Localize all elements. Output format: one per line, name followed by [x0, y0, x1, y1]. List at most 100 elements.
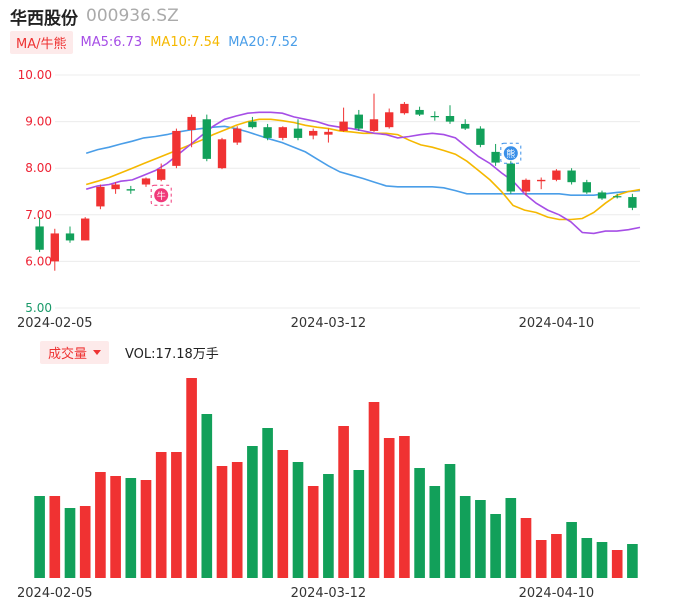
volume-bar — [353, 470, 365, 578]
candle-body — [400, 103, 409, 114]
volume-bar — [292, 462, 304, 578]
volume-bar — [338, 426, 349, 578]
volume-bar — [171, 452, 182, 578]
candle-body — [126, 189, 135, 191]
y-tick-label: 7.00 — [25, 208, 52, 222]
volume-bar — [505, 498, 517, 578]
volume-bar — [566, 522, 577, 578]
volume-bar — [429, 486, 441, 578]
ma-legend: MA/牛熊 MA5:6.73 MA10:7.54 MA20:7.52 — [10, 30, 298, 54]
y-tick-label: 8.00 — [25, 161, 52, 175]
candle-body — [537, 179, 546, 182]
volume-indicator-label: 成交量 — [48, 346, 88, 362]
candle-body — [141, 178, 151, 185]
x-tick-label: 2024-02-05 — [17, 316, 93, 331]
volume-bar — [459, 496, 471, 578]
volume-bar — [596, 542, 608, 578]
marker-frame — [150, 184, 172, 206]
volume-bar — [535, 540, 547, 578]
volume-bar — [307, 486, 319, 578]
candle-body — [597, 192, 607, 199]
candle-body — [476, 128, 485, 145]
volume-bar — [611, 550, 623, 578]
x-tick-label: 2024-04-10 — [519, 586, 595, 601]
volume-bar — [520, 518, 532, 578]
volume-bar — [140, 480, 152, 578]
volume-bar — [368, 402, 380, 578]
volume-bar — [95, 472, 106, 578]
y-tick-label: 5.00 — [25, 301, 52, 315]
candle-body — [233, 128, 242, 143]
candle-body — [521, 179, 531, 192]
volume-bar — [399, 436, 410, 578]
y-tick-label: 9.00 — [25, 115, 52, 129]
x-tick-label: 2024-03-12 — [291, 586, 367, 601]
volume-indicator-button[interactable]: 成交量 — [40, 340, 110, 364]
marker-label: 牛 — [157, 190, 166, 202]
candle-body — [309, 130, 318, 136]
header: 华西股份 000936.SZ — [10, 4, 179, 29]
volume-bar — [125, 478, 137, 578]
volume-bar — [34, 496, 45, 578]
candle-body — [552, 170, 561, 180]
candle-body — [506, 163, 515, 192]
volume-bar — [277, 450, 289, 578]
candle-body — [187, 116, 196, 130]
candle-body — [172, 130, 181, 166]
candle-body — [217, 139, 227, 169]
candle-body — [248, 121, 257, 128]
volume-bar — [490, 514, 501, 578]
ma10-label: MA10:7.54 — [150, 34, 221, 50]
candle-body — [65, 233, 75, 241]
candle-body — [445, 116, 455, 122]
volume-bar — [201, 414, 213, 578]
volume-bar — [551, 534, 562, 578]
ma5-label: MA5:6.73 — [80, 34, 143, 50]
marker-dot — [154, 188, 169, 203]
bull-signal-marker: 牛 — [150, 184, 172, 206]
y-tick-label: 10.00 — [18, 68, 52, 82]
candle-body — [324, 131, 333, 135]
y-tick-label: 6.00 — [25, 254, 52, 268]
candle-body — [582, 182, 591, 193]
x-tick-label: 2024-04-10 — [519, 316, 595, 331]
volume-bar — [323, 474, 334, 578]
candle-body — [430, 116, 439, 118]
candle-body — [491, 151, 500, 163]
volume-bar — [627, 544, 638, 578]
ma-indicator-button[interactable]: MA/牛熊 — [10, 30, 73, 54]
stock-name: 华西股份 — [10, 8, 78, 29]
volume-bar — [49, 496, 61, 578]
candle-body — [157, 169, 166, 180]
candle-body — [278, 127, 287, 138]
volume-bar — [79, 506, 91, 578]
x-tick-label: 2024-02-05 — [17, 586, 93, 601]
candle-body — [385, 112, 394, 128]
marker-label: 熊 — [506, 148, 515, 160]
stock-code: 000936.SZ — [86, 6, 179, 26]
volume-legend: 成交量 VOL:17.18万手 — [40, 340, 219, 364]
volume-bar — [216, 466, 228, 578]
candle-body — [354, 114, 363, 129]
candle-body — [50, 233, 59, 262]
candle-body — [369, 119, 379, 131]
volume-bar — [262, 428, 273, 578]
caret-down-icon — [93, 349, 102, 355]
volume-bar — [414, 468, 425, 578]
candle-body — [81, 218, 90, 241]
marker-dot — [503, 146, 518, 161]
volume-bar — [64, 508, 76, 578]
marker-frame — [500, 142, 522, 164]
candle-body — [628, 197, 637, 208]
candle-body — [613, 196, 622, 198]
volume-bar — [247, 446, 258, 578]
volume-value: VOL:17.18万手 — [125, 346, 219, 362]
candle-body — [339, 121, 348, 131]
volume-bar — [581, 538, 593, 578]
volume-bar — [231, 462, 243, 578]
ma20-label: MA20:7.52 — [228, 34, 299, 50]
bear-signal-marker: 熊 — [500, 142, 522, 164]
candle-body — [567, 170, 576, 183]
volume-bar — [155, 452, 167, 578]
